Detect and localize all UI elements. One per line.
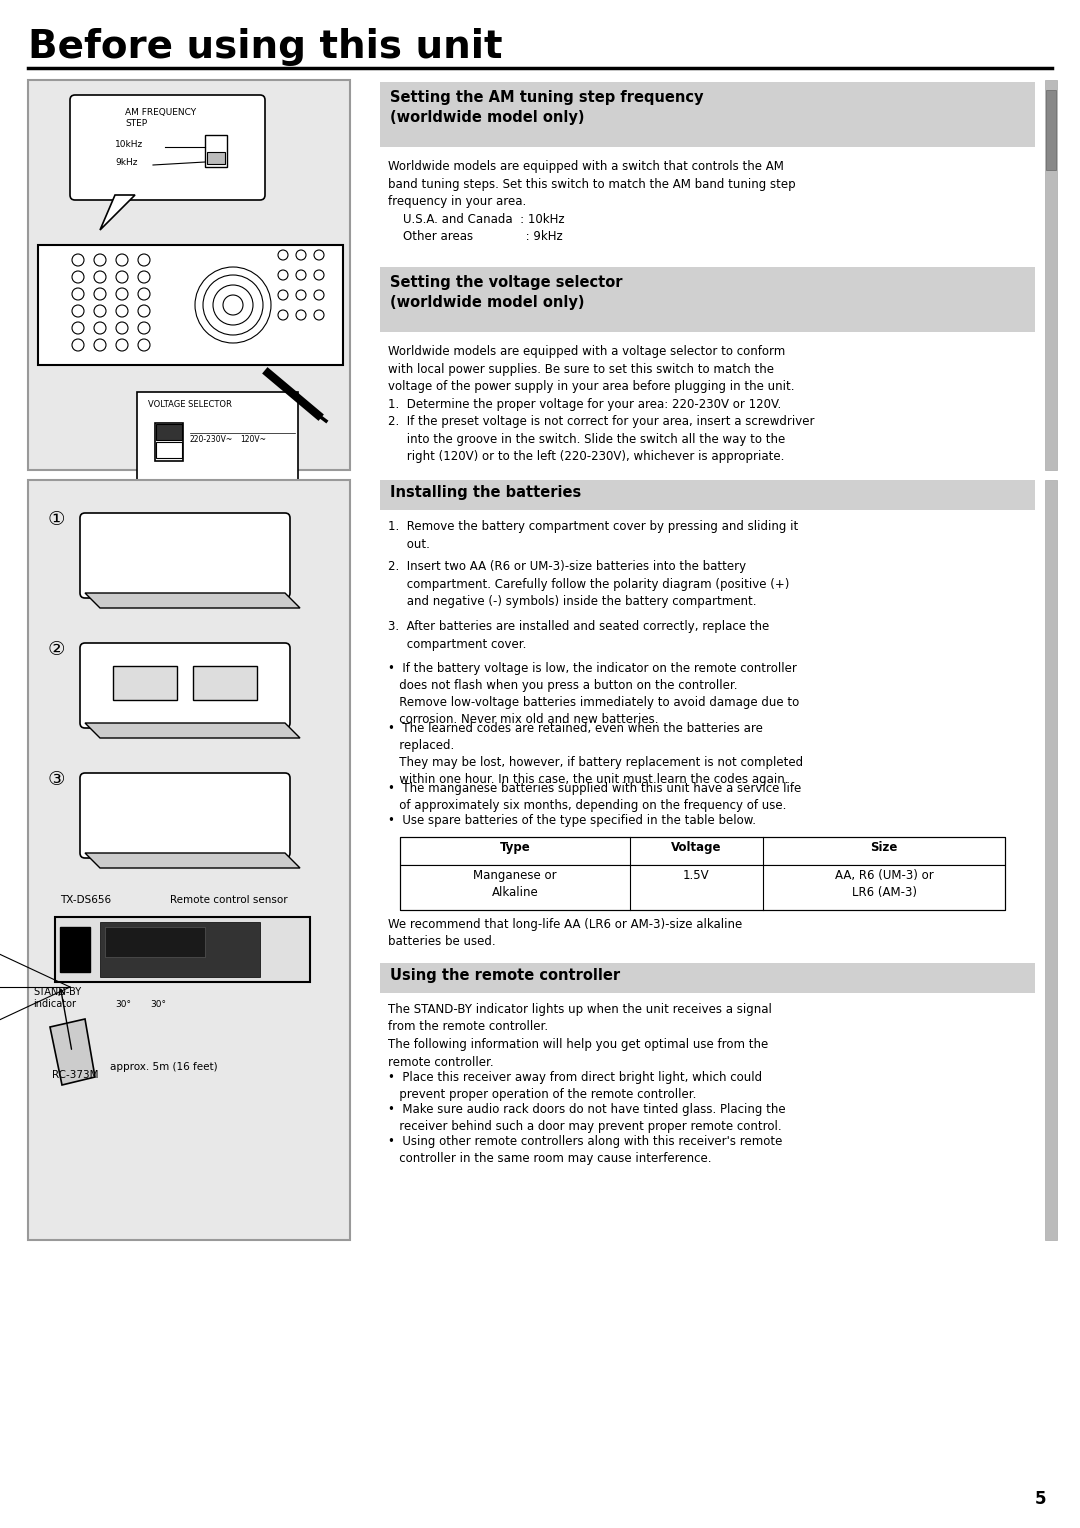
Text: 1.5V: 1.5V [684, 869, 710, 882]
Text: approx. 5m (16 feet): approx. 5m (16 feet) [110, 1062, 218, 1073]
FancyBboxPatch shape [207, 151, 225, 163]
Text: Voltage: Voltage [671, 840, 721, 854]
Text: 30°: 30° [150, 999, 166, 1008]
Text: We recommend that long-life AA (LR6 or AM-3)-size alkaline
batteries be used.: We recommend that long-life AA (LR6 or A… [388, 918, 742, 947]
FancyBboxPatch shape [137, 393, 298, 483]
Text: •  Place this receiver away from direct bright light, which could
   prevent pro: • Place this receiver away from direct b… [388, 1071, 762, 1102]
Text: 30°: 30° [114, 999, 131, 1008]
FancyBboxPatch shape [380, 963, 1035, 993]
Text: AM FREQUENCY
STEP: AM FREQUENCY STEP [125, 108, 197, 128]
Text: Installing the batteries: Installing the batteries [390, 484, 581, 500]
Text: ①: ① [48, 510, 66, 529]
Text: VOLTAGE SELECTOR: VOLTAGE SELECTOR [148, 400, 232, 410]
Text: 10kHz: 10kHz [114, 141, 144, 150]
Text: •  The manganese batteries supplied with this unit have a service life
   of app: • The manganese batteries supplied with … [388, 782, 801, 811]
Text: Worldwide models are equipped with a voltage selector to conform
with local powe: Worldwide models are equipped with a vol… [388, 345, 814, 463]
FancyBboxPatch shape [113, 666, 177, 700]
Text: 1.  Remove the battery compartment cover by pressing and sliding it
     out.: 1. Remove the battery compartment cover … [388, 520, 798, 550]
Text: Using the remote controller: Using the remote controller [390, 969, 620, 983]
Polygon shape [50, 1019, 95, 1085]
FancyBboxPatch shape [28, 480, 350, 1241]
FancyBboxPatch shape [80, 643, 291, 727]
Text: 3.  After batteries are installed and seated correctly, replace the
     compart: 3. After batteries are installed and sea… [388, 620, 769, 651]
Text: •  If the battery voltage is low, the indicator on the remote controller
   does: • If the battery voltage is low, the ind… [388, 662, 799, 726]
Text: Before using this unit: Before using this unit [28, 28, 502, 66]
Polygon shape [100, 196, 135, 231]
Text: 120V~: 120V~ [240, 435, 266, 445]
Text: ③: ③ [48, 770, 66, 788]
FancyBboxPatch shape [156, 442, 183, 458]
FancyBboxPatch shape [70, 95, 265, 200]
Text: Size: Size [870, 840, 897, 854]
FancyBboxPatch shape [28, 79, 350, 471]
Polygon shape [85, 593, 300, 608]
FancyBboxPatch shape [400, 865, 1005, 911]
FancyBboxPatch shape [205, 134, 227, 167]
Text: RC-373M: RC-373M [52, 1070, 98, 1080]
Text: Setting the voltage selector
(worldwide model only): Setting the voltage selector (worldwide … [390, 275, 622, 310]
Polygon shape [85, 853, 300, 868]
FancyBboxPatch shape [1045, 480, 1057, 1241]
Text: 220-230V~: 220-230V~ [190, 435, 233, 445]
FancyBboxPatch shape [60, 927, 90, 972]
FancyBboxPatch shape [100, 921, 260, 976]
Text: •  Make sure audio rack doors do not have tinted glass. Placing the
   receiver : • Make sure audio rack doors do not have… [388, 1103, 785, 1132]
FancyBboxPatch shape [400, 837, 1005, 865]
Text: 5: 5 [1035, 1490, 1045, 1508]
Text: 9kHz: 9kHz [114, 157, 137, 167]
FancyBboxPatch shape [1047, 90, 1056, 170]
Text: •  The learned codes are retained, even when the batteries are
   replaced.
   T: • The learned codes are retained, even w… [388, 723, 804, 785]
Text: ②: ② [48, 640, 66, 659]
Text: Remote control sensor: Remote control sensor [170, 895, 287, 905]
FancyBboxPatch shape [156, 423, 183, 440]
Text: Manganese or
Alkaline: Manganese or Alkaline [473, 869, 557, 898]
FancyBboxPatch shape [1045, 79, 1057, 471]
FancyBboxPatch shape [380, 267, 1035, 332]
Text: Setting the AM tuning step frequency
(worldwide model only): Setting the AM tuning step frequency (wo… [390, 90, 703, 125]
FancyBboxPatch shape [80, 513, 291, 597]
FancyBboxPatch shape [55, 917, 310, 983]
Polygon shape [85, 723, 300, 738]
FancyBboxPatch shape [80, 773, 291, 859]
FancyBboxPatch shape [193, 666, 257, 700]
FancyBboxPatch shape [105, 927, 205, 957]
Text: •  Using other remote controllers along with this receiver's remote
   controlle: • Using other remote controllers along w… [388, 1135, 782, 1164]
FancyBboxPatch shape [380, 83, 1035, 147]
Text: The STAND-BY indicator lights up when the unit receives a signal
from the remote: The STAND-BY indicator lights up when th… [388, 1002, 772, 1068]
Text: STAND-BY
indicator: STAND-BY indicator [33, 987, 81, 1010]
Text: AA, R6 (UM-3) or
LR6 (AM-3): AA, R6 (UM-3) or LR6 (AM-3) [835, 869, 933, 898]
Text: Worldwide models are equipped with a switch that controls the AM
band tuning ste: Worldwide models are equipped with a swi… [388, 160, 796, 243]
FancyBboxPatch shape [38, 244, 343, 365]
Text: TX-DS656: TX-DS656 [60, 895, 111, 905]
Text: 2.  Insert two AA (R6 or UM-3)-size batteries into the battery
     compartment.: 2. Insert two AA (R6 or UM-3)-size batte… [388, 559, 789, 608]
FancyBboxPatch shape [156, 423, 183, 461]
FancyBboxPatch shape [380, 480, 1035, 510]
Text: •  Use spare batteries of the type specified in the table below.: • Use spare batteries of the type specif… [388, 814, 756, 827]
Text: Type: Type [500, 840, 530, 854]
